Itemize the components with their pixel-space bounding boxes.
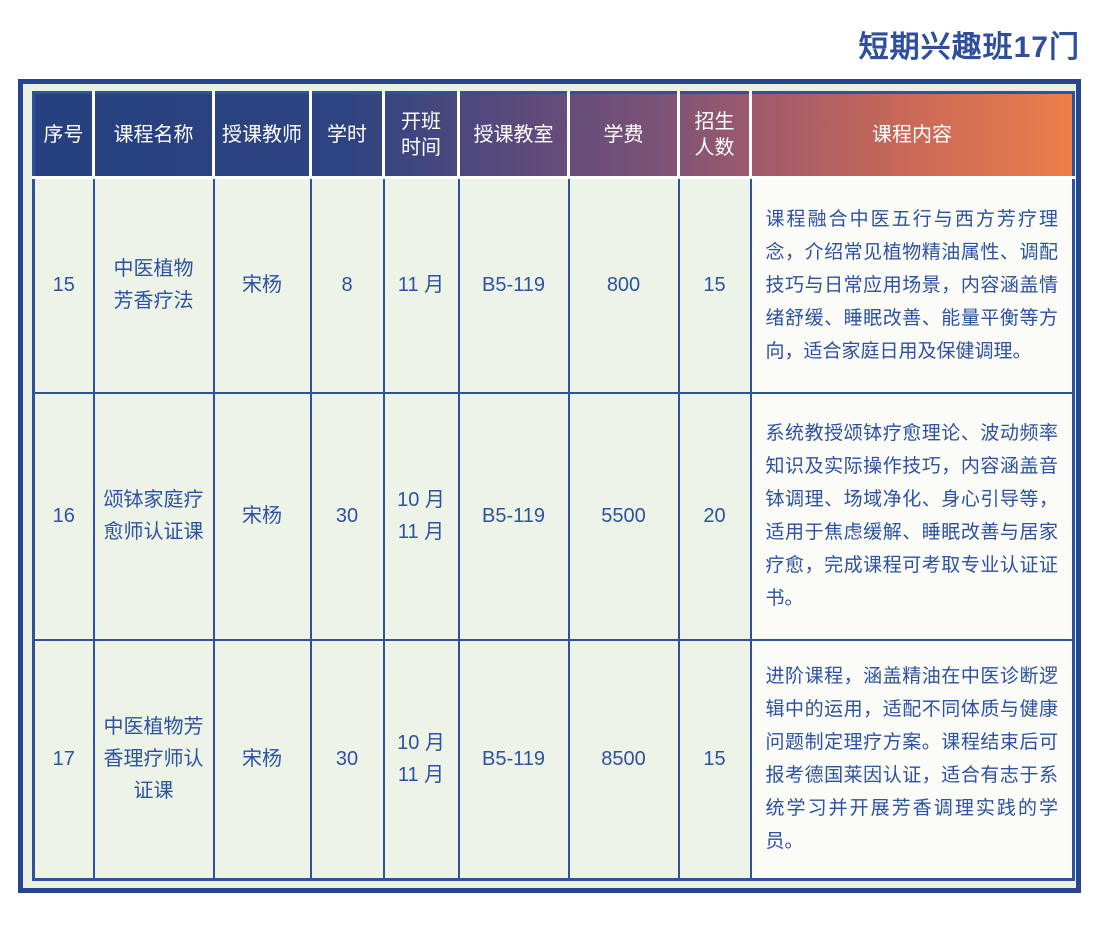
cell-classroom: B5-119: [457, 176, 570, 394]
cell-course-content: 课程融合中医五行与西方芳疗理念，介绍常见植物精油属性、调配技巧与日常应用场景，内…: [749, 176, 1075, 394]
header-cell-hours: 学时: [309, 92, 384, 179]
header-row: 序号 课程名称 授课教师 学时 开班 时间 授课教室 学费 招生 人数 课程内容: [33, 92, 1074, 179]
cell-start-time: 11 月: [382, 176, 460, 394]
cell-serial: 15: [32, 176, 95, 394]
table-frame: 序号 课程名称 授课教师 学时 开班 时间 授课教室 学费 招生 人数 课程内容…: [18, 79, 1081, 893]
cell-tuition: 8500: [567, 638, 680, 881]
cell-serial: 16: [32, 391, 95, 641]
course-row-17: 17 中医植物芳 香理疗师认 证课 宋杨 30 10 月 11 月 B5-119…: [32, 638, 1075, 881]
cell-enrollment: 15: [677, 176, 752, 394]
cell-course-content: 系统教授颂钵疗愈理论、波动频率知识及实际操作技巧，内容涵盖音钵调理、场域净化、身…: [749, 391, 1075, 641]
cell-course-content: 进阶课程，涵盖精油在中医诊断逻辑中的运用，适配不同体质与健康问题制定理疗方案。课…: [749, 638, 1075, 881]
cell-tuition: 800: [567, 176, 680, 394]
header-cell-teacher: 授课教师: [212, 92, 311, 179]
cell-teacher: 宋杨: [212, 638, 312, 881]
course-row-15: 15 中医植物 芳香疗法 宋杨 8 11 月 B5-119 800 15 课程融…: [32, 176, 1075, 394]
header-cell-start-time: 开班 时间: [382, 92, 459, 179]
cell-tuition: 5500: [567, 391, 680, 641]
page-title: 短期兴趣班17门: [858, 31, 1080, 64]
cell-start-time: 10 月 11 月: [382, 391, 460, 641]
cell-classroom: B5-119: [457, 638, 570, 881]
cell-enrollment: 15: [677, 638, 752, 881]
cell-hours: 30: [309, 391, 385, 641]
header-cell-tuition: 学费: [567, 92, 679, 179]
cell-course-name: 中医植物 芳香疗法: [92, 176, 215, 394]
cell-course-name: 颂钵家庭疗 愈师认证课: [92, 391, 215, 641]
cell-course-name: 中医植物芳 香理疗师认 证课: [92, 638, 215, 881]
header-cell-course-name: 课程名称: [92, 92, 214, 179]
cell-classroom: B5-119: [457, 391, 570, 641]
header-cell-classroom: 授课教室: [457, 92, 569, 179]
header-cell-content: 课程内容: [749, 92, 1074, 179]
course-row-16: 16 颂钵家庭疗 愈师认证课 宋杨 30 10 月 11 月 B5-119 55…: [32, 391, 1075, 641]
cell-start-time: 10 月 11 月: [382, 638, 460, 881]
cell-enrollment: 20: [677, 391, 752, 641]
cell-teacher: 宋杨: [212, 176, 312, 394]
cell-hours: 8: [309, 176, 385, 394]
cell-teacher: 宋杨: [212, 391, 312, 641]
course-table: 序号 课程名称 授课教师 学时 开班 时间 授课教室 学费 招生 人数 课程内容…: [32, 91, 1075, 881]
cell-serial: 17: [32, 638, 95, 881]
header-cell-enrollment: 招生 人数: [677, 92, 751, 179]
cell-hours: 30: [309, 638, 385, 881]
header-cell-serial: 序号: [33, 92, 94, 179]
